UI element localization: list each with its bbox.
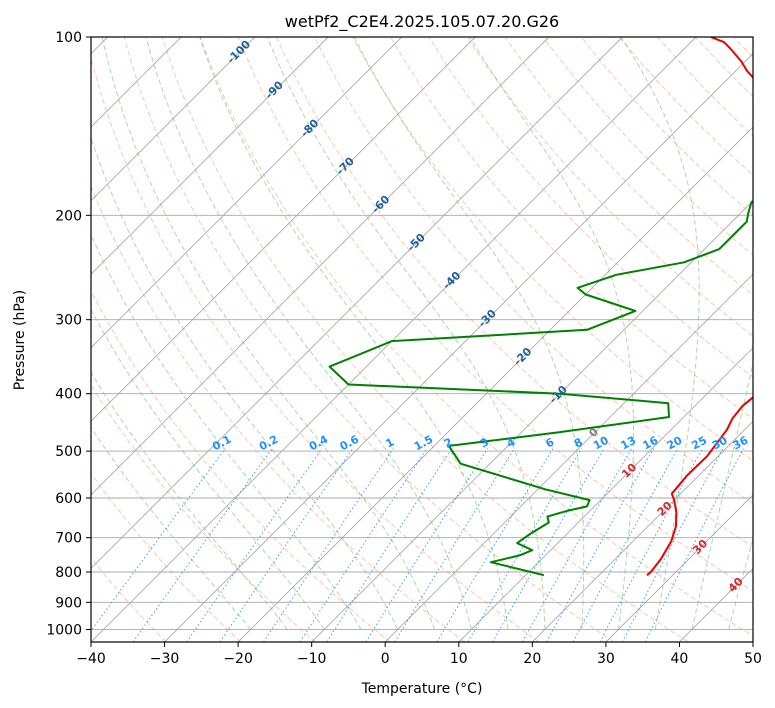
mixing-ratio-line bbox=[299, 448, 428, 642]
y-tick-label: 600 bbox=[55, 491, 82, 507]
x-tick-label: 10 bbox=[450, 651, 468, 667]
temperature-profile-line bbox=[646, 37, 753, 576]
moist-adiabat bbox=[145, 37, 472, 630]
dry-adiabat bbox=[504, 37, 753, 296]
moist-adiabat bbox=[199, 37, 509, 630]
moist-adiabat bbox=[728, 536, 753, 630]
dry-adiabat bbox=[161, 37, 689, 642]
mixing-ratio-line bbox=[599, 448, 703, 642]
isotherm-line bbox=[91, 37, 476, 422]
moist-adiabat bbox=[620, 37, 700, 630]
mixing-ratio-line bbox=[572, 448, 679, 642]
mixing-ratio-label: 16 bbox=[641, 434, 661, 453]
x-tick-label: 30 bbox=[597, 651, 615, 667]
x-tick-label: −10 bbox=[297, 651, 327, 667]
dry-adiabat bbox=[123, 37, 614, 642]
isotherm-line bbox=[91, 37, 623, 570]
y-tick-label: 400 bbox=[55, 387, 82, 403]
moist-adiabat bbox=[353, 37, 585, 630]
dry-adiabat bbox=[91, 557, 167, 642]
isotherm-line bbox=[91, 37, 256, 202]
mixing-ratio-line bbox=[263, 448, 394, 642]
dry-adiabat bbox=[390, 37, 753, 420]
dry-adiabat bbox=[91, 472, 242, 642]
mixing-ratio-line bbox=[186, 448, 323, 642]
dewpoint-profile-line bbox=[328, 199, 753, 577]
isotherm-line bbox=[91, 37, 329, 275]
mixing-ratio-line bbox=[622, 448, 724, 642]
mixing-ratio-label: 36 bbox=[731, 434, 751, 453]
moist-adiabat bbox=[91, 136, 399, 630]
chart-title: wetPf2_C2E4.2025.105.07.20.G26 bbox=[285, 12, 559, 32]
moist-adiabat bbox=[691, 360, 753, 630]
isotherm-line bbox=[458, 347, 753, 642]
x-tick-label: −40 bbox=[76, 651, 106, 667]
x-tick-label: −20 bbox=[223, 651, 253, 667]
isotherm-line bbox=[605, 494, 753, 642]
dry-adiabat bbox=[314, 37, 753, 505]
isotherm-line bbox=[164, 52, 753, 642]
mixing-ratio-line bbox=[219, 448, 354, 642]
dry-adiabat bbox=[91, 185, 465, 642]
mixing-ratio-line bbox=[132, 448, 273, 642]
moist-adiabat bbox=[91, 308, 325, 630]
x-axis-title: Temperature (°C) bbox=[361, 681, 483, 697]
mixing-ratio-line bbox=[492, 448, 605, 642]
mixing-ratio-line bbox=[326, 448, 453, 642]
mixing-ratio-line bbox=[394, 448, 515, 642]
dry-adiabat bbox=[91, 290, 391, 642]
dry-adiabat bbox=[428, 37, 753, 378]
isotherm-line bbox=[237, 126, 753, 642]
dry-adiabat bbox=[91, 55, 540, 642]
y-tick-label: 1000 bbox=[46, 622, 82, 638]
moist-adiabat bbox=[91, 233, 362, 630]
isotherm-line bbox=[531, 420, 753, 642]
isotherm-line bbox=[91, 37, 550, 496]
y-axis-title: Pressure (hPa) bbox=[12, 290, 28, 390]
dry-adiabat bbox=[199, 37, 753, 637]
series-layer bbox=[328, 37, 753, 577]
mixing-ratio-line bbox=[644, 448, 744, 642]
x-tick-label: 40 bbox=[671, 651, 689, 667]
isotherm-line bbox=[91, 37, 697, 642]
mixing-ratio-label: 30 bbox=[710, 434, 730, 453]
y-tick-label: 700 bbox=[55, 531, 82, 547]
mixing-ratio-label: 13 bbox=[619, 434, 639, 453]
y-tick-label: 300 bbox=[55, 313, 82, 329]
moist-adiabat bbox=[266, 37, 546, 630]
x-tick-label: 0 bbox=[381, 651, 390, 667]
background-lines bbox=[91, 37, 753, 642]
y-tick-label: 800 bbox=[55, 565, 82, 581]
isotherm-line bbox=[311, 200, 753, 642]
mixing-ratio-line bbox=[91, 448, 226, 632]
plot-frame bbox=[90, 36, 754, 643]
isotherm-line bbox=[384, 273, 753, 642]
moist-adiabat bbox=[469, 37, 634, 630]
mixing-ratio-line bbox=[365, 448, 489, 642]
mixing-ratio-label: 25 bbox=[689, 434, 709, 453]
mixing-ratio-label: 10 bbox=[591, 434, 611, 453]
moist-adiabat bbox=[101, 37, 436, 630]
y-tick-label: 500 bbox=[55, 444, 82, 460]
dry-adiabat bbox=[237, 37, 753, 592]
dry-adiabat bbox=[275, 37, 753, 548]
dry-adiabat bbox=[91, 384, 316, 642]
y-tick-label: 100 bbox=[55, 30, 82, 46]
x-tick-label: 50 bbox=[744, 651, 762, 667]
y-tick-label: 200 bbox=[55, 208, 82, 224]
mixing-ratio-label: 20 bbox=[665, 434, 685, 453]
dry-adiabat bbox=[352, 37, 753, 462]
axes: −40 −30 −20 −10 0 10 20 30 40 50 1000 900 800 700 600 5… bbox=[46, 30, 762, 667]
y-tick-label: 900 bbox=[55, 595, 82, 611]
x-tick-label: −30 bbox=[150, 651, 180, 667]
x-tick-label: 20 bbox=[523, 651, 541, 667]
isotherm-line bbox=[91, 37, 403, 349]
